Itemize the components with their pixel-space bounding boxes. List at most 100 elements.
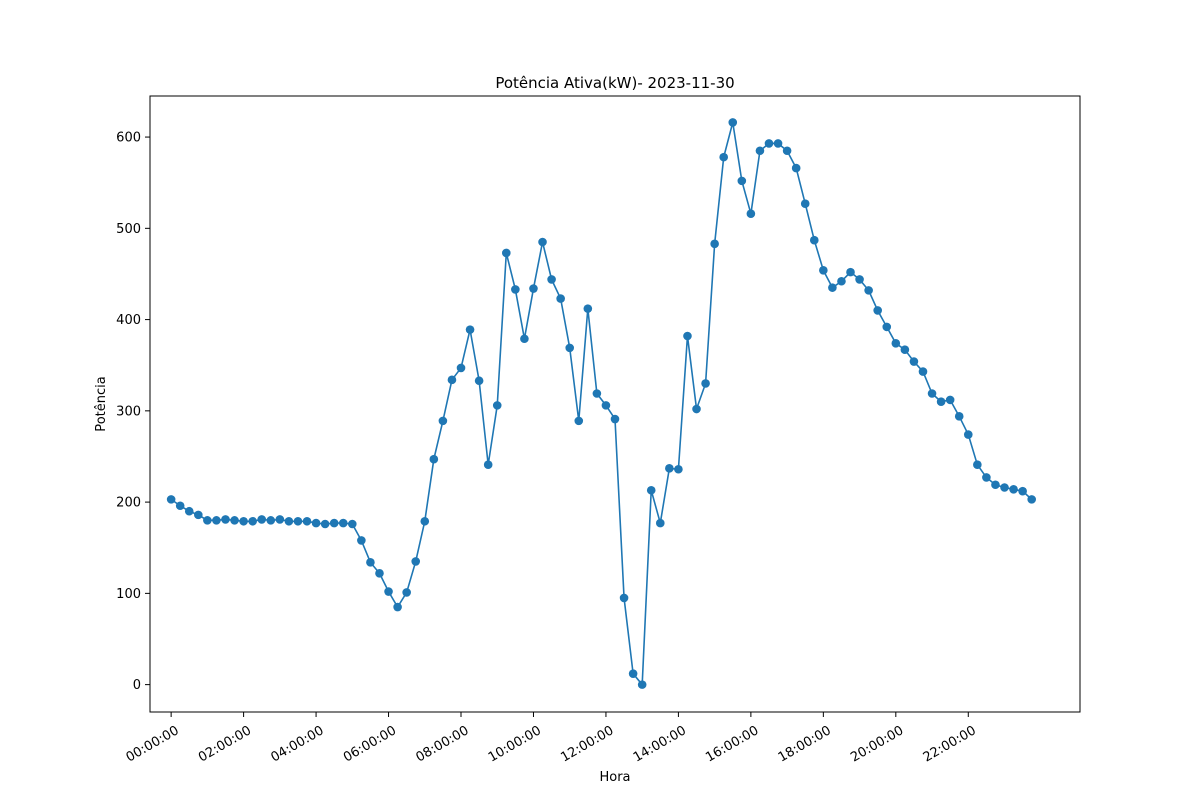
x-tick-label: 14:00:00: [631, 723, 689, 765]
x-tick-label: 08:00:00: [413, 723, 471, 765]
data-point: [375, 568, 384, 578]
x-tick-label: 12:00:00: [558, 723, 616, 765]
data-point: [402, 588, 411, 597]
data-point: [900, 345, 910, 355]
data-point: [166, 495, 176, 504]
data-point: [266, 516, 276, 525]
data-point: [203, 516, 212, 525]
data-point: [212, 516, 221, 525]
data-point: [583, 304, 593, 313]
data-point: [194, 510, 203, 520]
data-point: [366, 558, 375, 567]
data-point: [746, 209, 756, 219]
data-point: [420, 516, 430, 526]
data-point: [927, 389, 937, 398]
data-point: [646, 485, 656, 495]
data-point: [1000, 483, 1009, 492]
data-point: [619, 593, 629, 603]
data-point: [945, 395, 955, 405]
data-point: [791, 163, 801, 173]
data-point: [175, 501, 185, 511]
data-point: [357, 536, 366, 545]
x-tick-label: 22:00:00: [921, 723, 979, 765]
data-point: [800, 199, 810, 208]
data-point: [864, 286, 873, 295]
y-tick-label: 300: [116, 404, 141, 419]
data-point: [837, 276, 846, 286]
data-point: [737, 176, 747, 186]
data-point: [429, 454, 439, 464]
data-point: [1018, 486, 1027, 496]
data-point: [918, 367, 928, 376]
x-tick-label: 06:00:00: [341, 723, 399, 765]
data-point: [520, 334, 529, 344]
data-point: [637, 680, 647, 689]
x-tick-label: 10:00:00: [486, 723, 544, 765]
data-point: [492, 401, 502, 410]
data-point: [773, 139, 783, 148]
data-point: [275, 515, 285, 524]
y-tick-label: 0: [133, 678, 141, 693]
data-point: [447, 375, 457, 385]
data-point: [828, 283, 837, 292]
data-point: [973, 460, 982, 469]
data-point: [819, 266, 828, 275]
data-point: [692, 404, 701, 414]
data-point: [221, 515, 230, 524]
y-tick-label: 600: [116, 131, 141, 146]
data-point: [230, 516, 239, 525]
data-point: [728, 118, 738, 127]
data-point: [1027, 495, 1036, 504]
data-point: [565, 343, 575, 353]
data-point: [438, 416, 448, 426]
data-point: [320, 519, 330, 529]
data-point: [529, 284, 538, 293]
data-point: [909, 357, 919, 366]
data-point: [338, 518, 348, 528]
data-point: [257, 515, 267, 524]
data-point: [963, 430, 973, 439]
x-tick-label: 20:00:00: [848, 723, 906, 765]
data-point: [348, 519, 357, 529]
x-tick-label: 04:00:00: [269, 723, 327, 765]
data-point: [719, 152, 728, 162]
x-tick-label: 18:00:00: [776, 723, 834, 765]
plot-frame: [149, 95, 1081, 713]
data-point: [511, 285, 520, 294]
data-point: [674, 464, 683, 474]
data-point: [465, 325, 475, 334]
data-point: [982, 473, 991, 482]
y-tick-label: 200: [116, 496, 141, 511]
data-point: [574, 416, 584, 426]
data-point: [665, 464, 674, 473]
y-tick-label: 500: [116, 222, 141, 237]
data-point: [311, 518, 321, 528]
data-point: [411, 557, 421, 566]
y-tick-label: 100: [116, 587, 141, 602]
data-point: [302, 516, 312, 526]
data-point: [502, 248, 511, 258]
data-point: [329, 518, 339, 528]
data-point: [855, 275, 864, 284]
data-point: [701, 379, 710, 388]
data-point: [782, 146, 792, 156]
x-tick-label: 16:00:00: [703, 723, 761, 765]
x-tick-label: 02:00:00: [196, 723, 254, 765]
data-point: [809, 235, 819, 245]
data-point: [755, 146, 765, 156]
data-point: [547, 275, 556, 284]
data-point: [284, 516, 294, 526]
data-point: [538, 237, 547, 247]
y-axis-label: Potência: [94, 376, 109, 431]
data-point: [710, 239, 719, 249]
data-point: [456, 363, 466, 373]
y-tick-label: 400: [116, 313, 141, 328]
data-point: [239, 516, 248, 526]
data-point: [991, 480, 1000, 490]
data-point: [873, 306, 882, 315]
data-point: [293, 516, 303, 526]
data-point: [764, 139, 774, 148]
data-point: [474, 376, 484, 386]
data-point: [891, 339, 901, 348]
